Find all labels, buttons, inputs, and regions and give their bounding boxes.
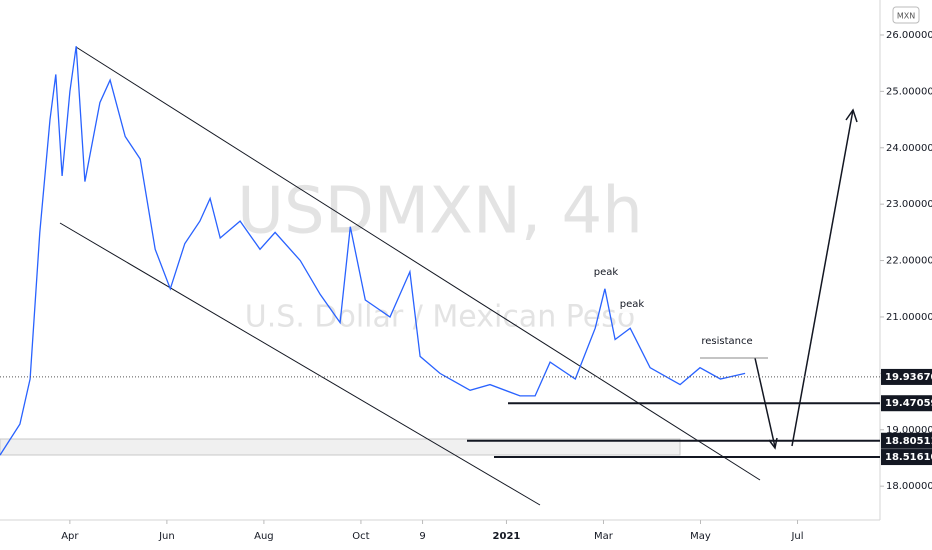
annotation-box bbox=[588, 263, 624, 281]
channel-lower bbox=[59, 222, 541, 506]
level-label: 19.93670 bbox=[885, 372, 932, 383]
y-tick-label: 22.00000 bbox=[886, 256, 932, 267]
x-tick-label: 2021 bbox=[493, 531, 521, 542]
level-label-box bbox=[881, 395, 932, 412]
x-tick-label: Oct bbox=[352, 531, 369, 542]
range-box bbox=[0, 438, 681, 456]
level-label-box bbox=[881, 449, 932, 466]
annotation: peak bbox=[620, 299, 645, 310]
level-label-box bbox=[881, 432, 932, 449]
watermark-subtitle: U.S. Dollar / Mexican Peso bbox=[245, 300, 635, 335]
y-tick-label: 21.00000 bbox=[886, 312, 932, 323]
arrow-up bbox=[791, 109, 854, 447]
annotations: peak peak resistance bbox=[588, 263, 753, 350]
y-tick-label: 24.00000 bbox=[886, 143, 932, 154]
annotation: resistance bbox=[701, 336, 752, 347]
x-tick-label: Mar bbox=[594, 531, 614, 542]
arrow-head bbox=[845, 108, 858, 123]
channel-upper bbox=[75, 46, 761, 481]
level-label: 19.47059 bbox=[885, 398, 932, 409]
y-tick-label: 23.00000 bbox=[886, 199, 932, 210]
y-tick-label: 25.00000 bbox=[886, 86, 932, 97]
level-label-box bbox=[881, 368, 932, 385]
watermark-title: USDMXN, 4h bbox=[237, 175, 643, 249]
annotation-box bbox=[701, 332, 753, 350]
y-tick-label: 18.00000 bbox=[886, 481, 932, 492]
x-tick-label: May bbox=[690, 531, 711, 542]
x-tick-label: Apr bbox=[61, 531, 79, 542]
y-tick-label: 26.00000 bbox=[886, 30, 932, 41]
annotation-box bbox=[615, 295, 649, 313]
y-tick-label: 19.00000 bbox=[886, 425, 932, 436]
x-tick-label: Jul bbox=[790, 531, 803, 542]
currency-box bbox=[892, 6, 920, 24]
x-tick-label: Aug bbox=[254, 531, 274, 542]
x-tick-label: 9 bbox=[419, 531, 425, 542]
price-line bbox=[0, 46, 746, 456]
level-label: 18.51610 bbox=[885, 452, 932, 463]
x-tick-label: Jun bbox=[158, 531, 175, 542]
currency: MXN bbox=[897, 12, 915, 21]
annotation: peak bbox=[594, 267, 619, 278]
